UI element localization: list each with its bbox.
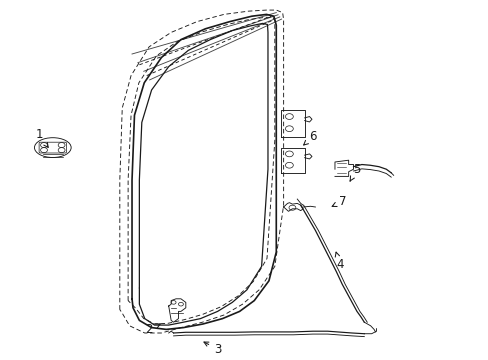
Text: 5: 5 — [349, 163, 360, 181]
Text: 2: 2 — [145, 323, 160, 336]
Text: 3: 3 — [203, 342, 221, 356]
Text: 4: 4 — [335, 252, 343, 271]
Ellipse shape — [34, 138, 71, 158]
FancyBboxPatch shape — [39, 142, 66, 153]
Text: 6: 6 — [303, 130, 316, 145]
Text: 7: 7 — [331, 195, 346, 208]
Text: 1: 1 — [35, 129, 48, 147]
